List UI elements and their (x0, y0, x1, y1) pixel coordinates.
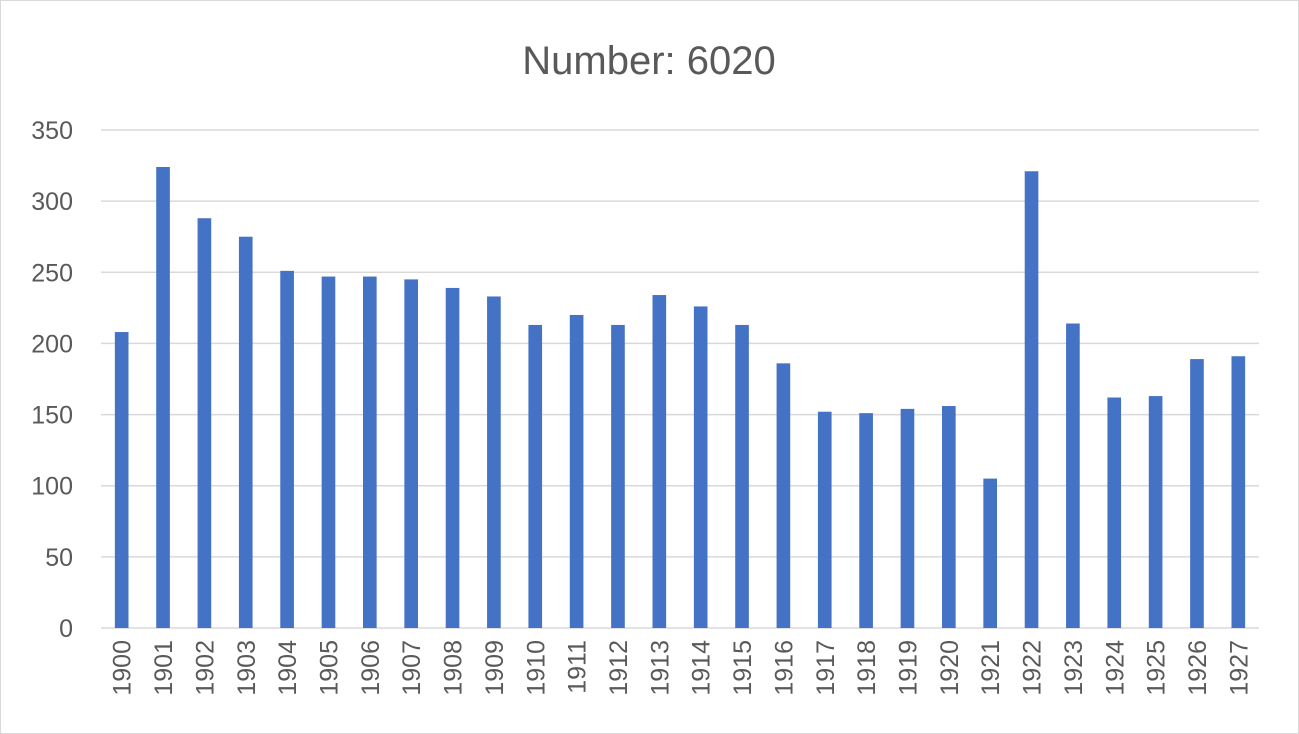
x-tick-label: 1925 (1143, 640, 1171, 696)
y-tick-label: 0 (59, 615, 73, 643)
x-tick-label: 1919 (894, 640, 922, 696)
x-axis-tick-labels: 1900 1901 1902 1903 1904 1905 1906 1907 1908 1909… (109, 640, 1254, 696)
x-tick-label: 1907 (398, 640, 426, 696)
x-tick-label: 1922 (1019, 640, 1047, 696)
x-tick-label: 1916 (770, 640, 798, 696)
bar-1915 (735, 324, 749, 628)
bar-1903 (238, 236, 253, 628)
x-tick-label: 1909 (481, 640, 509, 696)
x-tick-label: 1927 (1225, 640, 1253, 696)
x-tick-label: 1912 (605, 640, 633, 696)
bar-1917 (817, 411, 832, 628)
x-tick-label: 1914 (688, 640, 716, 696)
x-tick-label: 1917 (812, 640, 840, 696)
y-tick-label: 150 (31, 402, 73, 430)
bar-1904 (280, 270, 294, 628)
bars (114, 166, 1246, 628)
y-tick-label: 300 (31, 188, 73, 216)
y-tick-label: 250 (31, 259, 73, 287)
x-tick-label: 1904 (274, 640, 302, 696)
y-tick-label: 50 (45, 544, 73, 572)
bar-1902 (197, 218, 212, 628)
x-tick-label: 1908 (440, 640, 468, 696)
x-tick-label: 1915 (729, 640, 757, 696)
bar-1905 (321, 276, 336, 628)
x-tick-label: 1901 (150, 640, 178, 696)
gridlines (101, 129, 1259, 629)
x-tick-label: 1921 (977, 640, 1005, 696)
bar-1923 (1066, 323, 1080, 628)
x-tick-label: 1910 (522, 640, 550, 696)
bar-1921 (983, 478, 998, 628)
bar-1910 (528, 324, 543, 628)
x-tick-label: 1902 (191, 640, 219, 696)
x-tick-label: 1905 (315, 640, 343, 696)
x-tick-label: 1918 (853, 640, 881, 696)
x-tick-label: 1920 (936, 640, 964, 696)
x-tick-label: 1926 (1184, 640, 1212, 696)
bar-1911 (569, 314, 584, 628)
chart-title: Number: 6020 (522, 39, 775, 83)
bar-1919 (900, 408, 915, 628)
bar-1922 (1024, 171, 1039, 628)
bar-1914 (693, 306, 708, 628)
x-tick-label: 1923 (1060, 640, 1088, 696)
bar-1908 (445, 287, 460, 628)
x-tick-label: 1924 (1101, 640, 1129, 696)
bar-1906 (362, 276, 377, 628)
bar-1900 (114, 332, 129, 628)
bar-1909 (487, 296, 501, 628)
y-tick-label: 350 (31, 117, 73, 145)
bar-1920 (941, 406, 956, 628)
x-tick-label: 1900 (109, 640, 137, 696)
bar-1918 (859, 413, 873, 628)
x-tick-label: 1913 (646, 640, 674, 696)
x-tick-label: 1903 (233, 640, 261, 696)
bar-1916 (776, 363, 791, 628)
y-tick-label: 100 (31, 473, 73, 501)
y-tick-label: 200 (31, 330, 73, 358)
x-tick-label: 1911 (564, 640, 592, 694)
y-axis-tick-labels: 0 50 100 150 200 250 300 350 (31, 117, 73, 643)
x-tick-label: 1906 (357, 640, 385, 696)
bar-1907 (404, 279, 419, 628)
bar-1913 (652, 295, 667, 628)
bar-1927 (1231, 356, 1246, 628)
bar-1924 (1107, 397, 1122, 628)
bar-1912 (611, 324, 625, 628)
bar-1901 (156, 166, 170, 628)
bar-1926 (1190, 359, 1204, 628)
bar-1925 (1148, 396, 1163, 628)
